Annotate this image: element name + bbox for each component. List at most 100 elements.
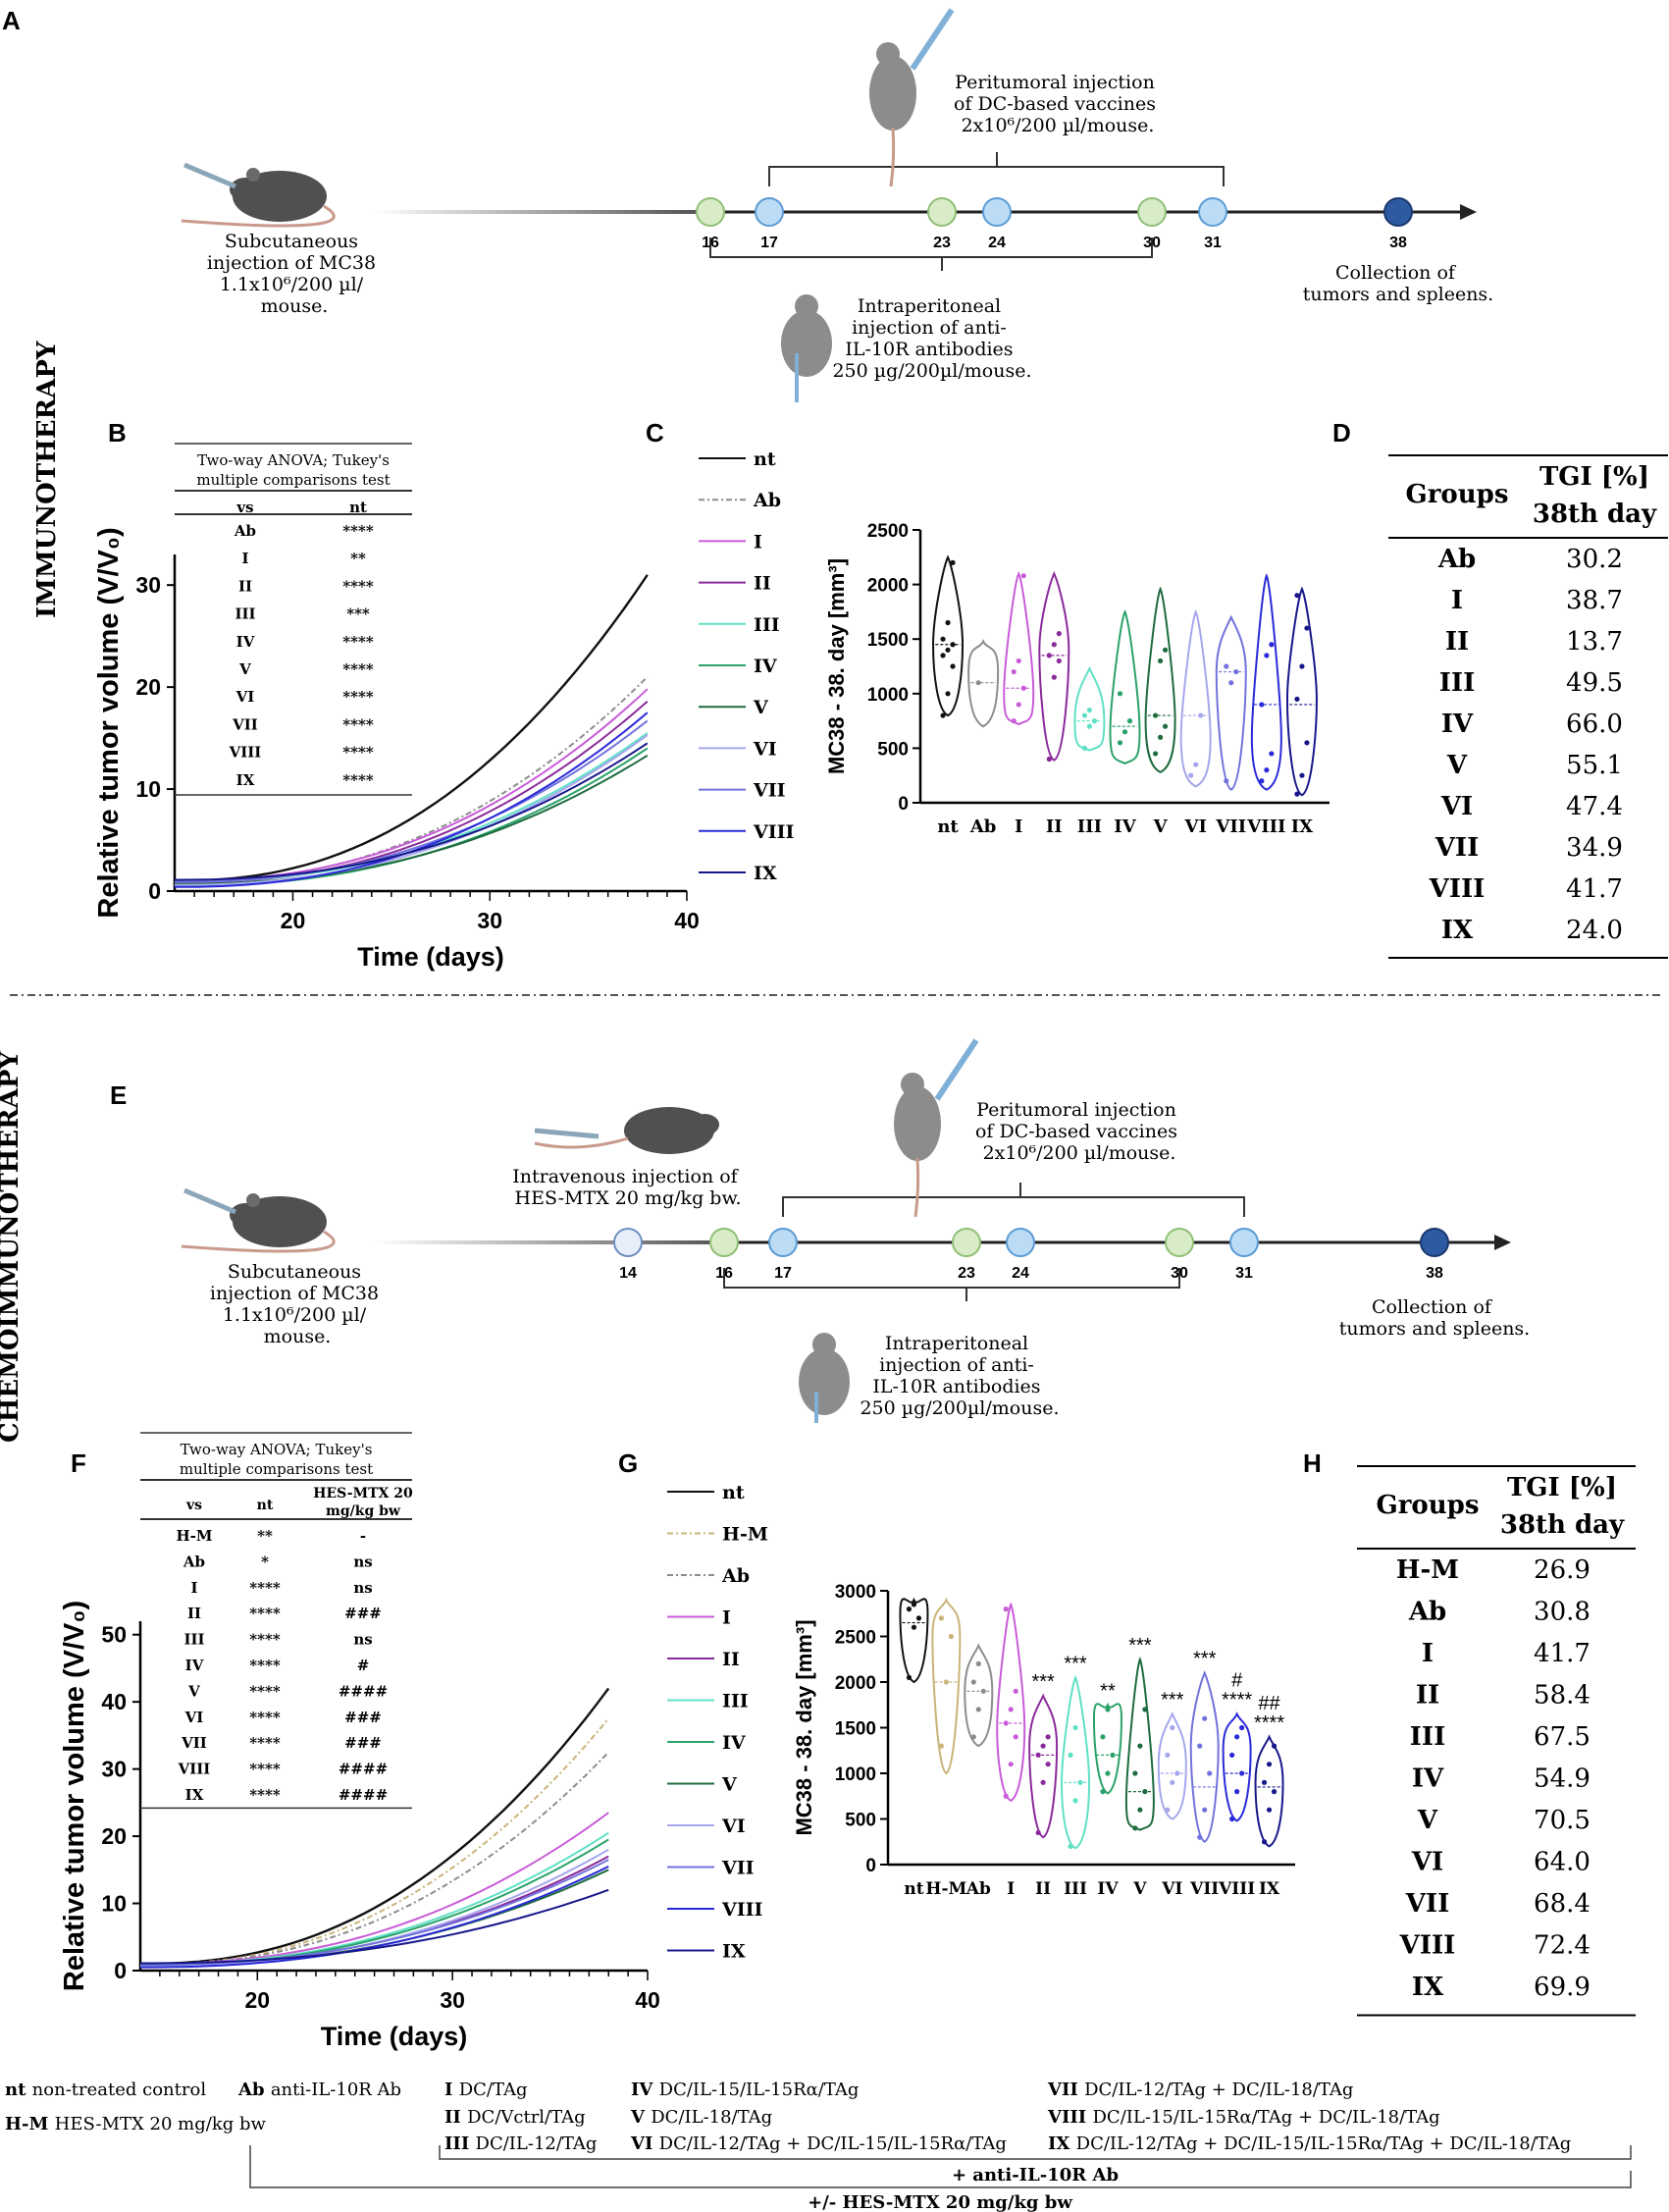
violin-point [950, 642, 956, 648]
x-tick-label: 30 [477, 908, 502, 933]
violin-point [1011, 668, 1017, 675]
table-cell-group: VIII [1399, 1931, 1456, 1961]
series-line-vii [175, 719, 649, 883]
day-label: 23 [933, 235, 951, 251]
violin-point [1011, 718, 1017, 724]
y-tick-label: 30 [135, 572, 161, 598]
violin-point [1020, 685, 1026, 691]
legend-label: V [721, 1774, 738, 1796]
series-line-ix [174, 742, 649, 881]
stats-cell: #### [339, 1786, 388, 1804]
violin-point [938, 1615, 944, 1621]
series-line-v [140, 1869, 609, 1968]
violin-point [1197, 1834, 1203, 1840]
scheme-a: Subcutaneous injection of MC38 1.1x10⁶/2… [181, 8, 1493, 402]
y-tick-label: 3000 [835, 1582, 876, 1603]
series-line-viii [140, 1866, 609, 1969]
footer-value: anti-IL-10R Ab [271, 2080, 401, 2100]
peritumoral-bracket [768, 152, 1225, 186]
scheme-e: Subcutaneous injection of MC38 1.1x10⁶/2… [181, 1038, 1530, 1423]
stats-cell: **** [249, 1734, 281, 1752]
violin-point [1100, 1789, 1106, 1795]
violin-point [906, 1674, 913, 1680]
series-line-ix [140, 1888, 609, 1965]
table-cell-tgi: 47.4 [1566, 792, 1623, 821]
table-cell-group: III [1410, 1722, 1446, 1752]
stats-cell: III [235, 606, 255, 623]
violin-point [1132, 1770, 1138, 1776]
chart-g: 0 500 1000 1500 2000 2500 3000 MC38 - 38. day [… [792, 1582, 1295, 1899]
violin-point [1013, 1734, 1018, 1740]
footer-value: DC/TAg [459, 2080, 528, 2100]
violin-point [1081, 712, 1088, 718]
y-tick-label: 50 [101, 1622, 127, 1648]
stats-table: Two-way ANOVA; Tukey's multiple compariso… [140, 1432, 413, 1810]
day-marker-16 [709, 1228, 739, 1257]
stats-cell: VIII [229, 744, 262, 762]
table-cell-tgi: 38.7 [1566, 586, 1623, 615]
side-title-chemoimmunotherapy: CHEMOIMMUNOTHERAPY [0, 1051, 25, 1443]
violin-v [1144, 586, 1176, 773]
table-cell-tgi: 67.5 [1534, 1722, 1591, 1752]
violin-point [1003, 1606, 1009, 1612]
day-label: 17 [774, 1265, 792, 1282]
x-tick-label: VII [1189, 1879, 1219, 1899]
stats-cell: ** [257, 1527, 273, 1545]
stats-cell: **** [249, 1682, 281, 1700]
stats-cell: Ab [234, 522, 256, 540]
violin-i [996, 1602, 1026, 1803]
violin-point [1269, 642, 1275, 648]
violin-point [1046, 653, 1052, 658]
chart-c: 0 500 1000 1500 2000 2500 MC38 - 38. day [mm³]… [824, 521, 1330, 837]
stats-cell: #### [339, 1682, 388, 1700]
violin-point [915, 1615, 922, 1621]
violin-point [1051, 674, 1057, 680]
stats-cell: **** [342, 715, 374, 733]
violin-ix [1254, 1734, 1284, 1848]
legend-label: nt [754, 448, 776, 470]
ip-text: Intraperitoneal injection of anti- IL-10… [832, 295, 1031, 382]
timeline-lead-in-e [373, 1240, 716, 1244]
table-cell-tgi: 26.9 [1534, 1555, 1591, 1585]
violin-point [1008, 1707, 1014, 1712]
significance-label: *** [1128, 1635, 1152, 1657]
footer-entry: III DC/IL-12/TAg [444, 2133, 597, 2154]
violin-point [1035, 1752, 1041, 1758]
day-label: 38 [1426, 1265, 1443, 1282]
violin-point [1081, 745, 1088, 752]
stats-cell: **** [249, 1709, 281, 1726]
violin-point [1228, 680, 1234, 686]
day-label: 30 [1171, 1265, 1188, 1282]
violin-point [1266, 1762, 1273, 1767]
footer-key: VIII [1047, 2107, 1093, 2128]
y-axis-title: MC38 - 38. day [mm³] [824, 558, 849, 774]
violin-point [1294, 791, 1300, 797]
day-marker-23 [952, 1228, 981, 1257]
violin-point [980, 1688, 986, 1694]
day-marker-17 [755, 197, 784, 227]
sc-injection-text-e: Subcutaneous injection of MC38 1.1x10⁶/2… [210, 1261, 385, 1347]
stats-cell: ### [344, 1734, 382, 1752]
ip-bracket-e [723, 1268, 1180, 1301]
series-line-vi [174, 734, 649, 886]
ip-bracket [709, 237, 1153, 271]
stats-cell: **** [249, 1605, 281, 1622]
day-marker-14 [613, 1228, 643, 1257]
table-cell-tgi: 58.4 [1534, 1681, 1591, 1711]
table-cell-group: VI [1440, 792, 1473, 821]
panel-letter-a: A [2, 6, 21, 35]
footer-entry: II DC/Vctrl/TAg [444, 2107, 586, 2128]
peritumoral-text: Peritumoral injection of DC-based vaccin… [954, 72, 1162, 136]
violin-point [1020, 573, 1026, 579]
violin-point [1003, 1793, 1009, 1799]
x-tick-label: nt [904, 1879, 923, 1899]
legend-label: II [722, 1649, 740, 1670]
timeline-arrow-e [1494, 1235, 1511, 1250]
x-tick-label: Ab [969, 816, 997, 837]
x-tick-label: V [1153, 816, 1169, 837]
violin-point [1072, 1798, 1078, 1804]
collection-text-e: Collection of tumors and spleens. [1339, 1296, 1530, 1340]
stats-cell: **** [342, 577, 374, 595]
violin-point [1261, 1839, 1268, 1845]
